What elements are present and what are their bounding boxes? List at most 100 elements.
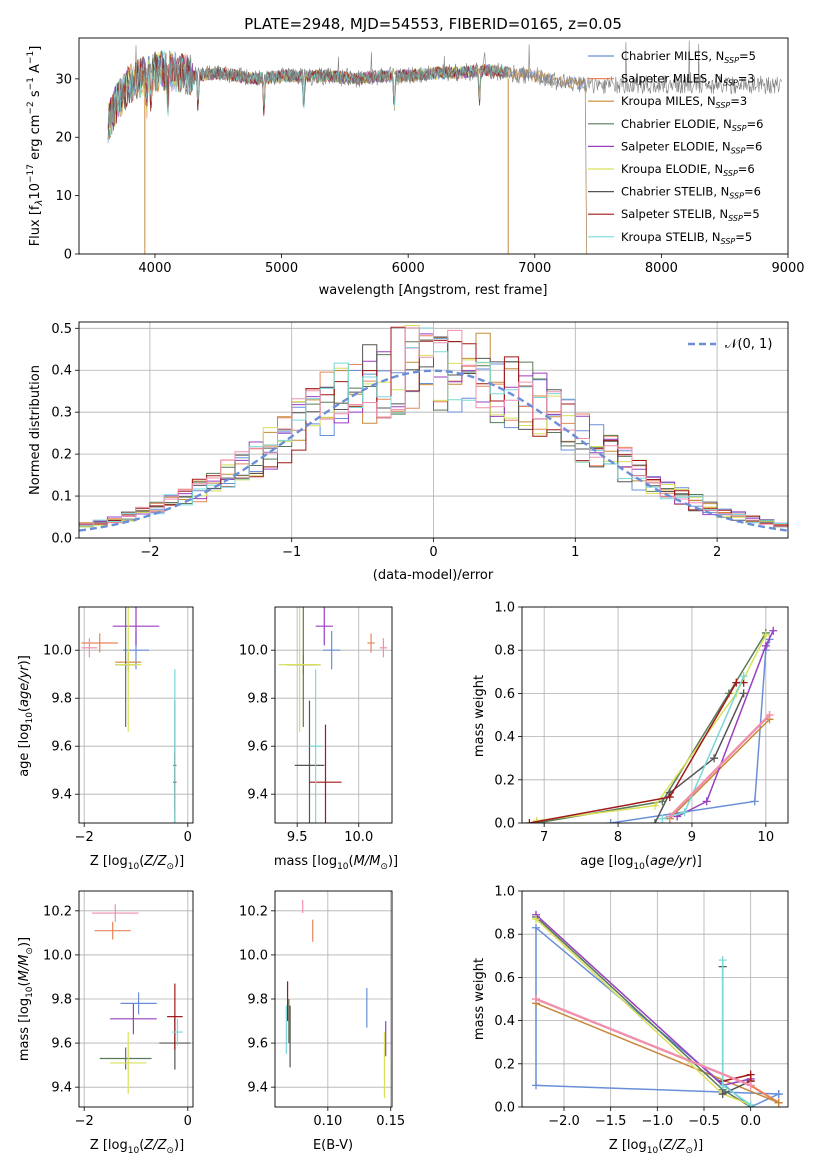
mass-weight-line <box>535 914 751 1087</box>
x-tick-label: 9 <box>688 830 696 845</box>
x-tick-label: 0 <box>184 1114 192 1129</box>
plot-area <box>79 325 788 532</box>
y-tick-label: 0.5 <box>51 322 72 337</box>
y-tick-label: 0.6 <box>494 687 515 702</box>
normal-reference-curve <box>79 369 788 532</box>
plot-area <box>278 607 388 823</box>
age-vs-metallicity-panel: −2 0 9.4 9.6 9.8 10.0 <box>43 606 194 845</box>
x-tick-label: 9.5 <box>287 830 308 845</box>
mass-weight-marker <box>532 995 540 1003</box>
legend-label: Kroupa ELODIE, NSSP=6 <box>621 162 755 178</box>
x-tick-label: 7000 <box>518 261 551 276</box>
axes-frame <box>274 606 393 824</box>
axes-frame <box>78 321 789 539</box>
axes-frame <box>274 890 393 1108</box>
x-tick-label: 0 <box>184 830 192 845</box>
y-tick-label: 10.2 <box>43 904 72 919</box>
legend-label: Salpeter MILES, NSSP=3 <box>621 72 755 88</box>
spectrum-legend: Chabrier MILES, NSSP=5 Salpeter MILES, NS… <box>588 49 763 246</box>
y-tick-label: 0.8 <box>494 644 515 659</box>
mass-weight-marker <box>718 956 727 965</box>
mass-weight-marker <box>680 808 689 817</box>
mass-weight-marker <box>665 793 674 802</box>
y-tick-label: 9.4 <box>51 788 72 803</box>
y-tick-label: 0.2 <box>494 773 515 788</box>
age-panel-ylabel: age [log10(age/yr)] <box>17 655 35 777</box>
y-tick-label: 9.8 <box>247 692 268 707</box>
mass-weight-line <box>536 632 767 823</box>
mass-weight-marker <box>746 1100 755 1107</box>
y-tick-label: 0.4 <box>494 1014 515 1029</box>
spectrum-ylabel: Flux [fλ10−17 erg cm−2 s−1 A−1] <box>26 46 45 247</box>
y-tick-label: 0.3 <box>51 406 72 421</box>
x-tick-label: 0 <box>429 545 437 560</box>
x-tick-label: 2 <box>713 545 721 560</box>
mass-weight-marker <box>761 641 770 650</box>
mass-xlabel: mass [log10(M/M⊙)] <box>274 854 398 872</box>
mass-weight-marker <box>732 678 741 687</box>
massweight-ylabel-1: mass weight <box>472 675 487 757</box>
legend-label: Kroupa MILES, NSSP=3 <box>621 94 747 110</box>
plot-area <box>81 607 177 823</box>
mass-weight-marker <box>769 626 778 635</box>
mass-weight-line <box>535 997 752 1087</box>
massweight-vs-metallicity-panel: −2.0 −1.5 −1.0 −0.5 0.0 0.0 0.2 0.4 0.6 0.8 1.0 <box>494 885 789 1129</box>
y-tick-label: 9.4 <box>51 1081 72 1096</box>
x-tick-label: 10.0 <box>344 830 373 845</box>
y-tick-label: 0 <box>64 248 72 263</box>
mass-weight-marker <box>658 814 667 823</box>
x-tick-label: −1.5 <box>595 1114 627 1129</box>
x-tick-label: 0.0 <box>740 1114 761 1129</box>
y-tick-label: 30 <box>55 72 72 87</box>
y-tick-label: 10.0 <box>43 948 72 963</box>
model-spectrum-line <box>107 50 508 131</box>
y-tick-label: 9.6 <box>247 740 268 755</box>
z-xlabel-1: Z [log10(Z/Z⊙)] <box>90 854 184 872</box>
y-tick-label: 9.6 <box>51 1037 72 1052</box>
mass-weight-marker <box>774 1098 783 1107</box>
y-tick-label: 10.0 <box>43 644 72 659</box>
x-tick-label: 10 <box>758 830 775 845</box>
plot-area <box>107 40 782 254</box>
y-tick-label: 0.1 <box>51 490 72 505</box>
observed-spectrum-line <box>107 40 782 128</box>
plot-area <box>525 626 778 823</box>
mass-weight-line <box>536 634 767 822</box>
mass-weight-marker <box>746 1081 755 1090</box>
x-tick-label: 9000 <box>771 261 804 276</box>
mass-weight-marker <box>765 711 774 719</box>
axes-frame <box>78 890 194 1108</box>
legend-label: Salpeter ELODIE, NSSP=6 <box>621 139 762 155</box>
y-tick-label: 9.8 <box>51 692 72 707</box>
massweight-ylabel-2: mass weight <box>472 958 487 1040</box>
legend-label: Salpeter STELIB, NSSP=5 <box>621 207 760 223</box>
mass-weight-line <box>669 714 771 818</box>
plot-area <box>91 904 191 1094</box>
y-tick-label: 10.0 <box>239 644 268 659</box>
age-vs-mass-panel: 9.5 10.0 9.4 9.6 9.8 10.0 <box>239 606 393 845</box>
z-xlabel-3: Z [log10(Z/Z⊙)] <box>609 1138 703 1156</box>
axes-frame <box>78 606 194 824</box>
age-xlabel: age [log10(age/yr)] <box>580 854 702 872</box>
x-tick-label: −2.0 <box>548 1114 580 1129</box>
y-tick-label: 0.0 <box>494 1101 515 1116</box>
spectrum-xlabel: wavelength [Angstrom, rest frame] <box>319 283 548 298</box>
y-tick-label: 10 <box>55 189 72 204</box>
spectrum-panel: 4000 5000 6000 7000 8000 9000 0 10 20 30 Chabrier … <box>55 37 805 276</box>
y-tick-label: 20 <box>55 131 72 146</box>
mass-weight-marker <box>651 801 659 810</box>
x-tick-label: −1 <box>282 545 301 560</box>
mass-weight-line <box>676 630 774 818</box>
mass-weight-marker <box>710 754 719 763</box>
mass-weight-line <box>529 681 744 823</box>
mass-weight-marker <box>739 689 748 698</box>
mass-vs-metallicity-panel: −2 0 9.4 9.6 9.8 10.0 10.2 <box>43 890 194 1129</box>
y-tick-label: 10.2 <box>239 904 268 919</box>
y-tick-label: 0.0 <box>494 817 515 832</box>
y-tick-label: 0.8 <box>494 928 515 943</box>
y-tick-label: 0.6 <box>494 971 515 986</box>
legend-label: Chabrier STELIB, NSSP=6 <box>621 185 761 201</box>
y-tick-label: 9.4 <box>247 788 268 803</box>
histogram-xlabel: (data-model)/error <box>373 568 494 583</box>
